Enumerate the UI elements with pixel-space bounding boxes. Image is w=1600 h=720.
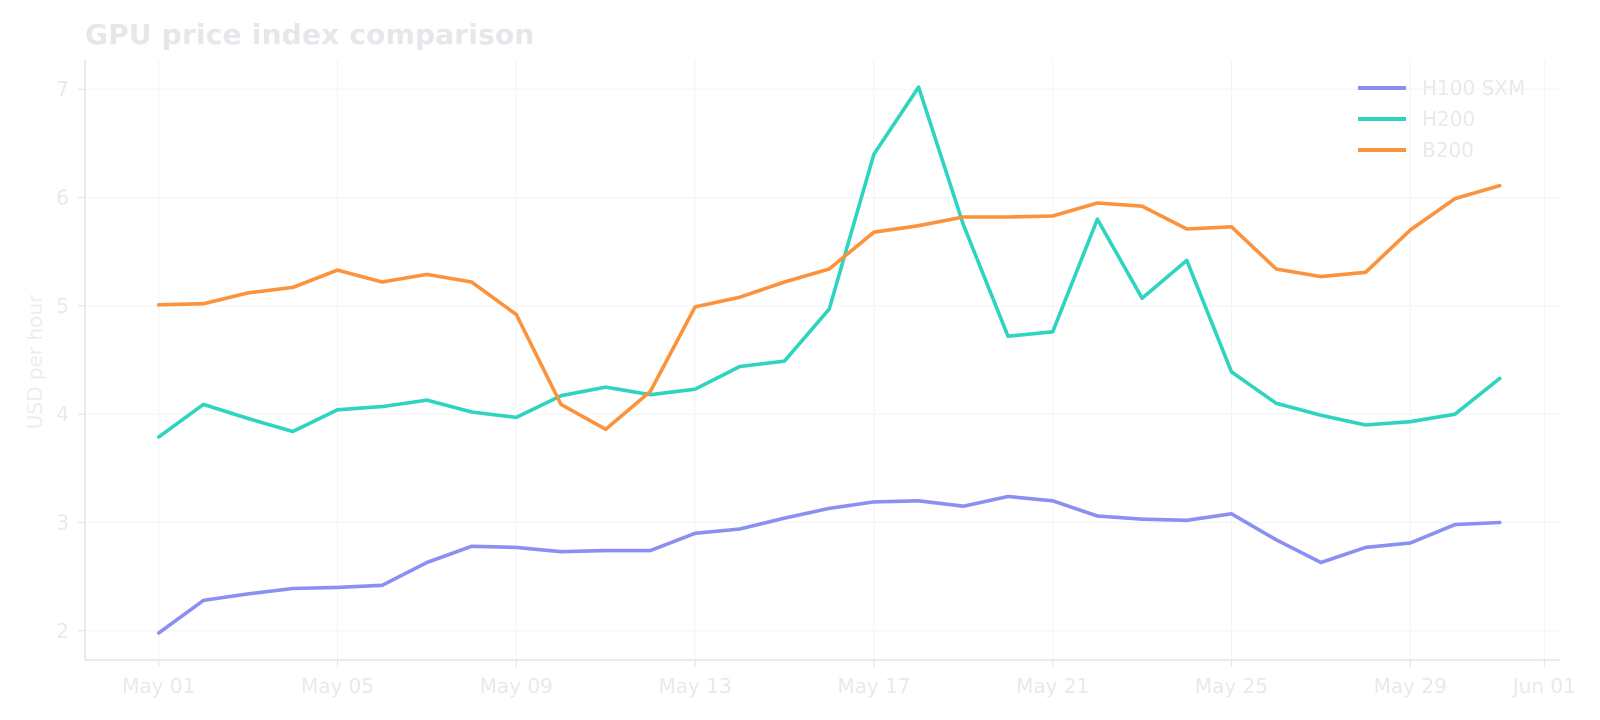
y-tick-label: 2 xyxy=(56,619,69,643)
legend: H100 SXM H200 B200 xyxy=(1358,76,1525,162)
legend-label-h200: H200 xyxy=(1422,107,1475,131)
x-tick-label: May 17 xyxy=(837,674,910,698)
legend-label-b200: B200 xyxy=(1422,138,1474,162)
legend-label-h100-sxm: H100 SXM xyxy=(1422,76,1525,100)
y-tick-label: 6 xyxy=(56,186,69,210)
tick-labels: May 01 May 05 May 09 May 13 May 17 May 21 May … xyxy=(56,77,1576,698)
x-tick-label: May 29 xyxy=(1374,674,1447,698)
x-tick-label: May 09 xyxy=(480,674,553,698)
y-tick-label: 7 xyxy=(56,77,69,101)
y-tick-label: 4 xyxy=(56,402,69,426)
x-tick-label: May 25 xyxy=(1195,674,1268,698)
axes xyxy=(78,60,1560,667)
y-tick-label: 3 xyxy=(56,510,69,534)
x-tick-label: May 13 xyxy=(659,674,732,698)
x-tick-label: Jun 01 xyxy=(1511,674,1576,698)
gridlines xyxy=(85,60,1560,660)
series-lines xyxy=(157,85,1502,635)
series-line-h200 xyxy=(157,85,1502,439)
x-tick-label: May 21 xyxy=(1016,674,1089,698)
x-tick-label: May 05 xyxy=(301,674,374,698)
series-line-h100-sxm xyxy=(157,494,1502,635)
y-tick-label: 5 xyxy=(56,294,69,318)
chart-title: GPU price index comparison xyxy=(85,18,535,51)
x-tick-label: May 01 xyxy=(122,674,195,698)
series-line-b200 xyxy=(157,183,1502,432)
y-axis-label: USD per hour xyxy=(23,294,47,429)
